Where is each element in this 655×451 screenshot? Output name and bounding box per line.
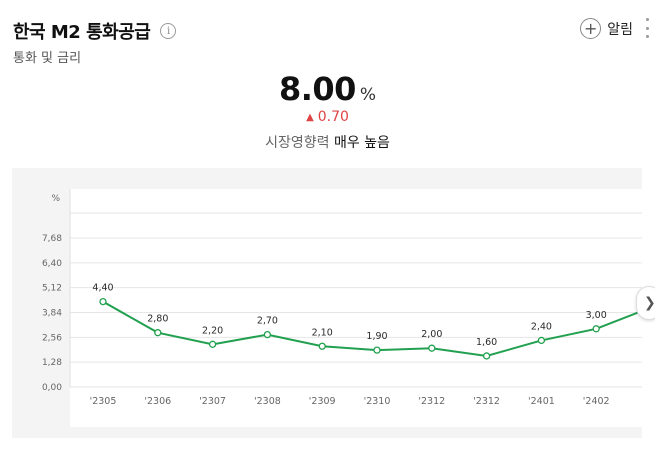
y-tick-label: 0,00 [42,383,62,393]
page-title: 한국 M2 통화공급 i [13,18,177,44]
x-tick-label: '2307 [199,396,226,407]
x-tick-label: '2401 [528,396,555,407]
title-text: 한국 M2 통화공급 [13,22,151,43]
data-label: 4,40 [92,283,113,294]
info-icon[interactable]: i [160,23,177,39]
category-subtitle[interactable]: 통화 및 금리 [13,51,82,66]
data-label: 1,60 [476,337,497,348]
data-label: 3,00 [586,310,607,321]
alarm-label: 알림 [607,21,633,38]
more-menu-icon[interactable] [644,18,650,38]
data-point [428,344,436,352]
x-tick-label: '2305 [90,396,117,407]
data-label: 2,10 [312,327,333,338]
x-tick-label: '2312 [473,396,500,407]
x-tick-label: '2310 [364,396,391,407]
data-point [537,336,546,345]
x-tick-label: '2309 [309,396,336,407]
plot-area [70,189,642,427]
data-label: 2,20 [202,325,223,336]
data-label: 2,00 [421,329,442,340]
change-value: 0.70 [317,109,349,125]
y-tick-label: 5,12 [42,284,62,294]
y-unit-label: % [51,194,60,204]
y-tick-label: 6,40 [42,259,62,269]
data-label: 2,70 [257,316,278,327]
chart-container: % 0,00 1,28 2,56 3,84 5,12 6,40 7,68 '2305 '2306 '… [12,168,642,438]
impact-label: 시장영향력 [265,135,330,151]
data-label: 1,90 [366,331,387,342]
x-tick-label: '2312 [418,396,445,407]
data-point [373,346,381,354]
y-tick-label: 3,84 [42,309,62,319]
data-point [482,352,491,360]
change-indicator: ▲ 0.70 [0,109,655,125]
alarm-button[interactable]: + 알림 [580,18,633,39]
x-tick-label: '2308 [254,396,281,407]
chevron-right-icon: ❯ [644,295,655,311]
data-point [208,340,217,348]
x-tick-label: '2306 [144,396,171,407]
x-tick-label: '2402 [583,396,610,407]
data-point [99,297,107,306]
data-point [318,342,326,350]
data-label: 2,40 [531,321,552,332]
data-label: 2,80 [147,314,168,325]
up-triangle-icon: ▲ [306,112,314,123]
data-point [592,325,600,333]
current-value: 8.00% [0,70,655,108]
plus-icon: + [580,18,602,39]
data-point [154,329,162,337]
chart-next-button[interactable]: ❯ [636,286,655,320]
data-point [263,330,272,339]
y-tick-label: 2,56 [42,333,62,343]
line-chart: % 0,00 1,28 2,56 3,84 5,12 6,40 7,68 '2305 '2306 '… [42,189,642,427]
value-unit: % [359,85,377,105]
y-tick-label: 1,28 [42,358,62,368]
y-tick-label: 7,68 [42,234,62,244]
market-impact: 시장영향력 매우 높음 [0,132,655,152]
value-number: 8.00 [278,70,356,108]
impact-value: 매우 높음 [333,135,390,151]
